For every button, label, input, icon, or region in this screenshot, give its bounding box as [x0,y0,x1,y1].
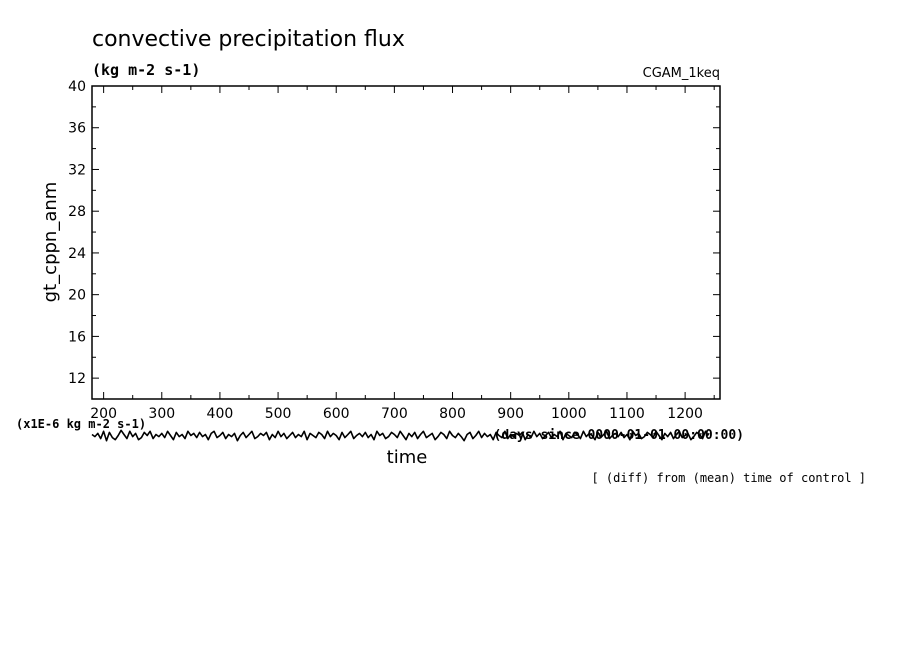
x-axis-label: time [387,447,428,468]
diff-annotation: [ (diff) from (mean) time of control ] [591,471,866,485]
plot-frame [91,85,721,400]
x-tick-label: 200 [90,406,117,422]
y-axis: 12 16 20 24 28 32 36 40 [68,79,720,387]
y-scale-note: (x1E-6 kg m-2 s-1) [16,417,146,431]
y-tick-label: 16 [68,329,86,345]
x-tick-label: 400 [207,406,234,422]
y-tick-label: 12 [68,371,86,387]
x-tick-label: 800 [439,406,466,422]
x-axis: 200 300 400 500 600 700 800 900 1000 1100 1200 [90,86,715,422]
run-label: CGAM_1keq [643,66,720,81]
series-line [91,429,710,442]
x-tick-label: 1100 [609,406,645,422]
y-tick-label: 36 [68,121,86,137]
chart-units: (kg m-2 s-1) [92,61,200,79]
y-axis-label: gt_cppn_anm [40,182,61,303]
chart-title: convective precipitation flux [92,27,405,52]
x-tick-label: 300 [148,406,175,422]
x-tick-label: 1000 [551,406,587,422]
y-tick-label: 24 [68,246,86,262]
y-tick-label: 20 [68,288,86,304]
x-tick-label: 700 [381,406,408,422]
y-tick-label: 28 [68,204,86,220]
x-tick-label: 1200 [667,406,703,422]
x-tick-label: 900 [497,406,524,422]
y-tick-label: 40 [68,79,86,95]
x-tick-label: 600 [323,406,350,422]
y-tick-label: 32 [68,162,86,178]
x-tick-label: 500 [265,406,292,422]
